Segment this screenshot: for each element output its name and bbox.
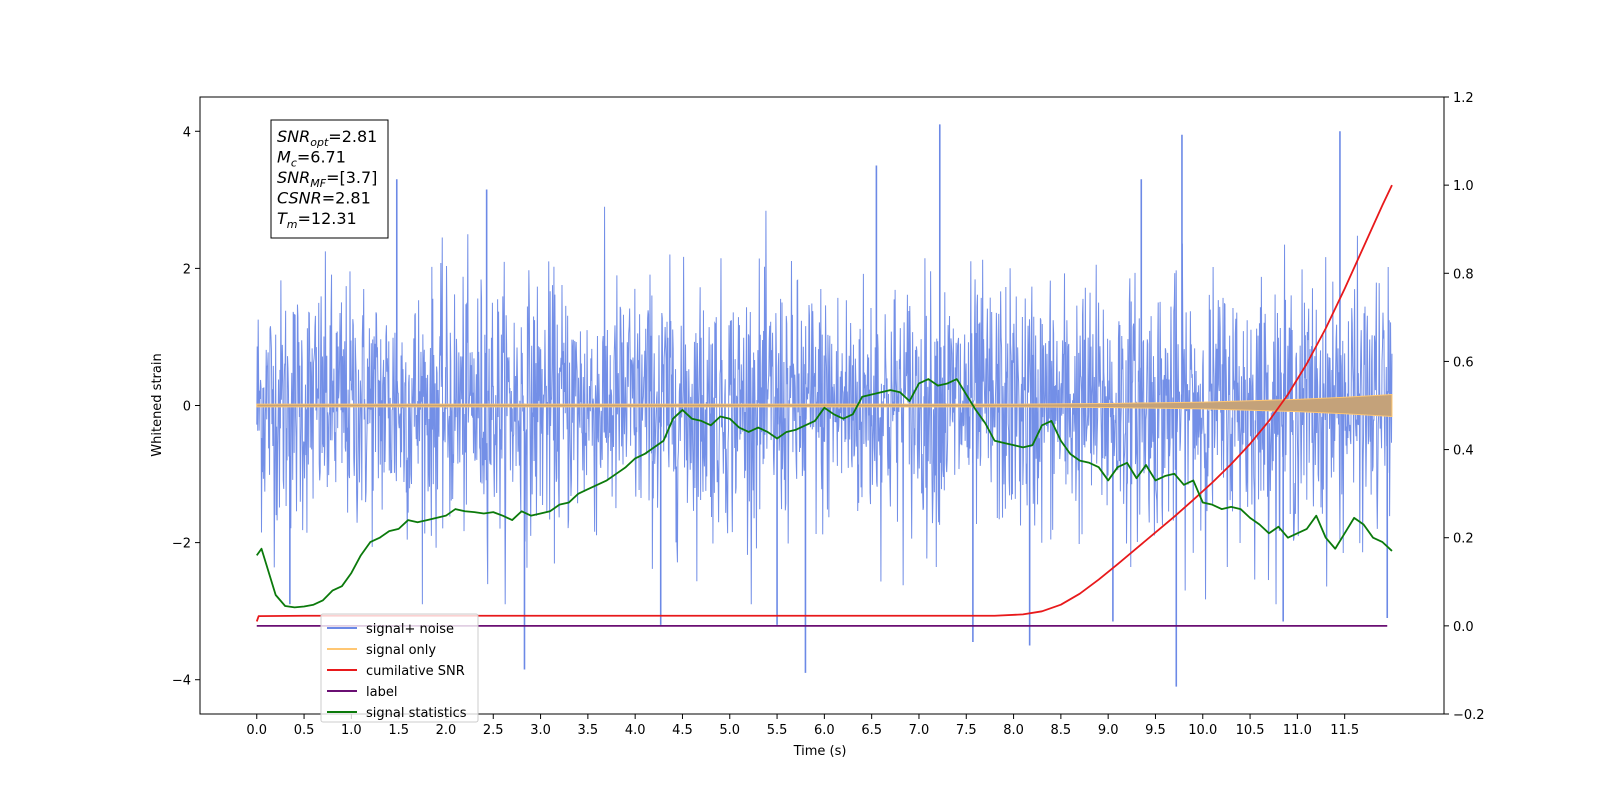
annotation-line: CSNR=2.81 xyxy=(277,189,371,208)
x-tick-label: 10.0 xyxy=(1188,723,1217,738)
annotation-value: =2.81 xyxy=(328,127,377,146)
x-tick-label: 6.5 xyxy=(861,723,882,738)
x-tick-label: 11.0 xyxy=(1283,723,1312,738)
annotation-value: =2.81 xyxy=(322,189,371,208)
y2-tick-label: 0.0 xyxy=(1453,620,1474,635)
x-tick-label: 5.0 xyxy=(719,723,740,738)
x-tick-label: 7.5 xyxy=(956,723,977,738)
x-tick-label: 8.5 xyxy=(1051,723,1072,738)
y2-tick-label: 0.6 xyxy=(1453,355,1474,370)
series-line-cumilative-snr xyxy=(255,184,1393,622)
legend-label: signal only xyxy=(366,643,436,658)
legend-label: label xyxy=(366,685,397,700)
legend-frame xyxy=(320,613,479,723)
annotation-value: =12.31 xyxy=(298,209,357,228)
x-tick-label: 4.5 xyxy=(672,723,693,738)
y-tick-label: 2 xyxy=(183,262,191,277)
x-tick-label: 9.0 xyxy=(1098,723,1119,738)
annotation-box: SNRopt=2.81Mc=6.71SNRMF=[3.7]CSNR=2.81Tm… xyxy=(270,119,389,239)
x-tick-label: 11.5 xyxy=(1330,723,1359,738)
y2-tick-label: 0.8 xyxy=(1453,267,1474,282)
legend-label: signal+ noise xyxy=(366,622,454,637)
legend-label: signal statistics xyxy=(366,706,467,721)
x-tick-label: 1.0 xyxy=(341,723,362,738)
signal-envelope xyxy=(256,394,1393,417)
x-tick-label: 3.0 xyxy=(530,723,551,738)
annotation-line: SNRMF=[3.7] xyxy=(277,168,377,190)
annotation-value: =[3.7] xyxy=(326,168,377,187)
series-line-signal-statistics xyxy=(256,378,1393,609)
y-axis-left: −4 −2 0 2 4 xyxy=(172,125,200,689)
annotation-line: SNRopt=2.81 xyxy=(277,127,377,149)
annotation-value: =6.71 xyxy=(297,148,346,167)
annotation-variable: T xyxy=(277,209,288,228)
legend: signal+ noise signal only cumilative SNR la… xyxy=(320,613,479,723)
annotation-lines: SNRopt=2.81Mc=6.71SNRMF=[3.7]CSNR=2.81Tm… xyxy=(277,127,377,231)
annotation-subscript: MF xyxy=(310,177,326,190)
legend-items: signal+ noise signal only cumilative SNR la… xyxy=(327,622,467,721)
y-axis-right: −0.2 0.0 0.2 0.4 0.6 0.8 1.0 1.2 xyxy=(1444,91,1485,723)
y2-tick-label: 0.2 xyxy=(1453,532,1474,547)
y2-tick-label: 1.2 xyxy=(1453,91,1474,106)
annotation-line: Tm=12.31 xyxy=(277,209,357,231)
noise-trace xyxy=(256,206,1393,605)
annotation-variable: SNR xyxy=(277,127,310,146)
x-tick-label: 0.0 xyxy=(246,723,267,738)
annotation-subscript: m xyxy=(287,218,298,231)
x-tick-label: 3.5 xyxy=(578,723,599,738)
signal-only-envelope xyxy=(256,394,1393,417)
x-axis-label: Time (s) xyxy=(793,744,847,759)
x-tick-label: 10.5 xyxy=(1236,723,1265,738)
y-axis-label: Whitened strain xyxy=(150,353,165,456)
x-tick-label: 7.0 xyxy=(909,723,930,738)
y-tick-label: 0 xyxy=(183,400,191,415)
annotation-subscript: c xyxy=(291,157,297,170)
y2-tick-label: −0.2 xyxy=(1453,708,1485,723)
y-tick-label: −4 xyxy=(172,674,191,689)
y-tick-label: 4 xyxy=(183,125,191,140)
annotation-frame xyxy=(270,119,389,239)
annotation-subscript: opt xyxy=(310,136,329,149)
annotation-variable: M xyxy=(277,148,291,167)
annotation-variable: CSNR xyxy=(277,189,322,208)
y2-tick-label: 1.0 xyxy=(1453,179,1474,194)
annotation-variable: SNR xyxy=(277,168,310,187)
x-tick-label: 4.0 xyxy=(625,723,646,738)
x-tick-label: 0.5 xyxy=(294,723,315,738)
x-tick-label: 1.5 xyxy=(388,723,409,738)
y-tick-label: −2 xyxy=(172,537,191,552)
x-tick-label: 9.5 xyxy=(1145,723,1166,738)
x-tick-label: 2.0 xyxy=(436,723,457,738)
legend-label: cumilative SNR xyxy=(366,664,465,679)
x-tick-label: 6.0 xyxy=(814,723,835,738)
y2-tick-label: 0.4 xyxy=(1453,444,1474,459)
x-axis: 0.0 0.5 1.0 1.5 2.0 2.5 3.0 3.5 4.0 4.5 5.0 5.5 6.0 6… xyxy=(246,714,1359,738)
x-tick-label: 5.5 xyxy=(767,723,788,738)
x-tick-label: 2.5 xyxy=(483,723,504,738)
annotation-line: Mc=6.71 xyxy=(277,148,346,170)
x-tick-label: 8.0 xyxy=(1003,723,1024,738)
